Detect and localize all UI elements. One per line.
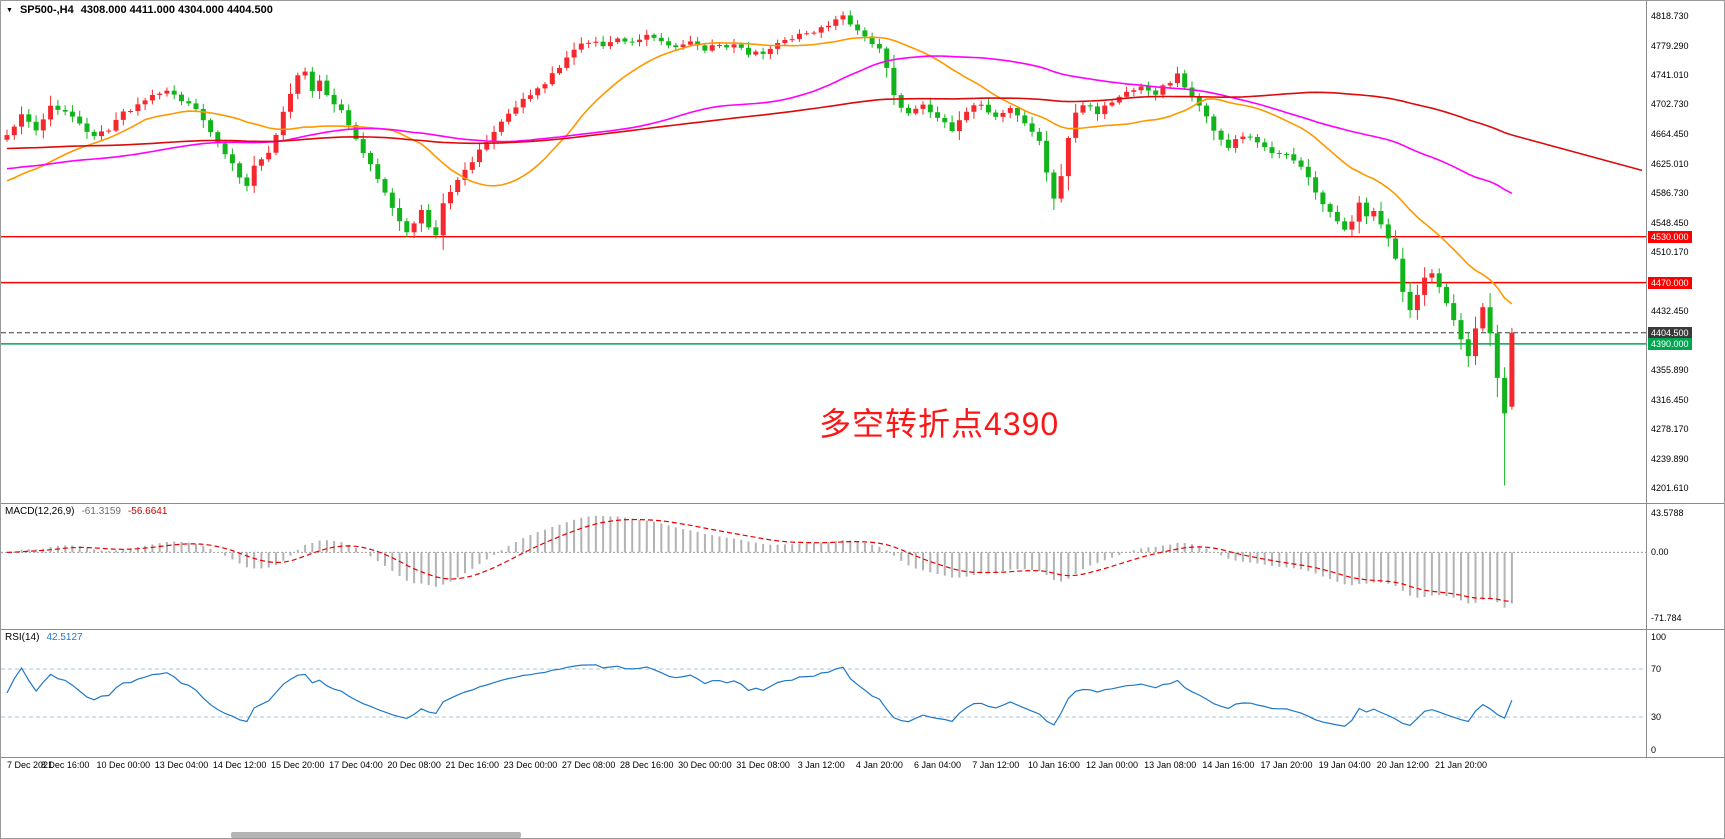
macd-name: MACD(12,26,9) [5, 506, 75, 517]
rsi-name: RSI(14) [5, 632, 40, 643]
ma-mid-line [6, 55, 1513, 195]
macd-signal-value: -56.6641 [127, 506, 168, 517]
macd-main-value: -61.3159 [81, 506, 121, 517]
symbol-dropdown-icon[interactable]: ▼ [6, 6, 13, 14]
ma-slow-line [6, 91, 1643, 172]
rsi-indicator[interactable] [1, 664, 1646, 727]
macd-indicator[interactable] [1, 515, 1646, 608]
horizontal-scrollbar-thumb[interactable] [231, 832, 521, 838]
panel-frames [1, 1, 1724, 758]
chart-header: ▼ SP500-,H4 4308.000 4411.000 4304.000 4… [6, 4, 273, 16]
chart-symbol-title: SP500-,H4 [19, 4, 74, 16]
candlesticks [4, 10, 1515, 486]
rsi-indicator-label: RSI(14) 42.5127 [5, 632, 83, 643]
horizontal-lines[interactable] [1, 235, 1646, 345]
rsi-value: 42.5127 [46, 632, 83, 643]
ma-fast-line [6, 36, 1513, 305]
moving-averages [6, 36, 1643, 305]
chart-ohlc-values: 4308.000 4411.000 4304.000 4404.500 [80, 4, 273, 16]
macd-indicator-label: MACD(12,26,9) -61.3159 -56.6641 [5, 506, 167, 517]
annotation-text[interactable]: 多空转折点4390 [819, 406, 1060, 442]
